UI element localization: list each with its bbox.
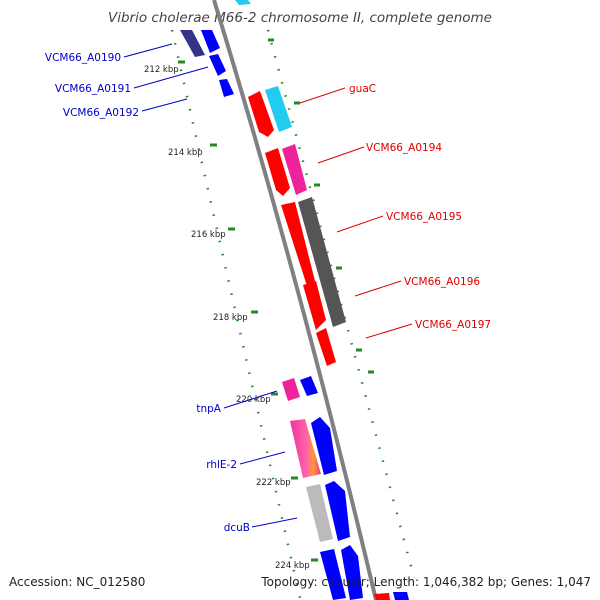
feature-guac-reverse[interactable] [248,91,274,137]
feature-bottom-blue[interactable] [393,592,409,600]
feature-dcub[interactable] [325,481,350,541]
feature-downstream-2[interactable] [341,545,363,600]
feature-rhle-2[interactable] [290,419,321,478]
tick-label: 216 kbp [191,230,226,240]
feature-dark-gray[interactable] [298,197,346,327]
tick-label: 212 kbp [144,65,179,75]
feature-a0195[interactable] [281,202,315,286]
feature-rhle-2-forward[interactable] [311,417,337,475]
feature-vcm66-a0190[interactable] [180,30,205,57]
gene-label-left[interactable]: tnpA [196,403,221,415]
feature-guac[interactable] [265,86,292,132]
gene-label-right[interactable]: guaC [349,83,376,95]
gene-label-right[interactable]: VCM66_A0195 [386,211,462,223]
tick-label: 218 kbp [213,313,248,323]
gene-label-left[interactable]: VCM66_A0192 [63,107,139,119]
feature-a0196[interactable] [303,281,326,330]
gene-label-left[interactable]: dcuB [224,522,250,534]
map-title: Vibrio cholerae M66-2 chromosome II, com… [108,10,492,26]
major-ticks [178,38,374,562]
feature-dcub-gray[interactable] [306,484,333,542]
gene-label-right[interactable]: VCM66_A0196 [404,276,480,288]
feature-tnpa[interactable] [282,378,300,401]
tick-label: 220 kbp [236,395,271,405]
feature-vcm66-a0192[interactable] [219,79,234,97]
feature-downstream-1[interactable] [320,549,346,600]
gene-label-left[interactable]: VCM66_A0191 [55,83,131,95]
gene-label-left[interactable]: rhlE-2 [206,459,237,471]
feature-a0197[interactable] [316,328,336,366]
tick-label: 224 kbp [275,561,310,571]
topology-text: Topology: circular; Length: 1,046,382 bp… [261,575,591,589]
accession-text: Accession: NC_012580 [9,575,146,589]
feature-bottom-red[interactable] [374,593,390,600]
feature-vcm66-a0194[interactable] [282,144,307,195]
backbone-line [212,0,378,600]
leader-lines [123,43,413,528]
gene-label-left[interactable]: VCM66_A0190 [45,52,121,64]
tick-label: 214 kbp [168,148,203,158]
feature-tnpa-forward[interactable] [300,376,318,396]
feature-a0194-reverse[interactable] [265,148,290,196]
tick-label: 222 kbp [256,478,291,488]
feature-top-cyan[interactable] [235,0,251,5]
feature-vcm66-a0190-forward[interactable] [201,30,220,53]
gene-label-right[interactable]: VCM66_A0194 [366,142,442,154]
gene-label-right[interactable]: VCM66_A0197 [415,319,491,331]
feature-vcm66-a0191[interactable] [209,54,226,76]
